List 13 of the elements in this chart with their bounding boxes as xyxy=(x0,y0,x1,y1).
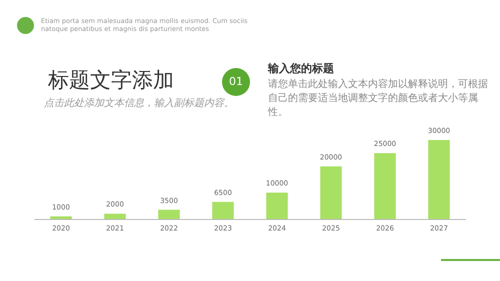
bar xyxy=(158,210,180,219)
chart-subtitle: 点击此处添加文本信息，输入副标题内容。 xyxy=(44,96,234,110)
bar xyxy=(374,153,396,219)
bar xyxy=(266,192,288,219)
text: 输入您的标题 xyxy=(268,61,334,76)
bar xyxy=(212,202,234,219)
text: 01 xyxy=(222,68,250,96)
bar xyxy=(104,214,126,219)
text: 请您单击此处输入文本内容加以解释说明，可根据自己的需要适当地调整文字的颜色或者大小等属性。 xyxy=(268,78,489,120)
bar xyxy=(50,216,72,219)
bar xyxy=(428,140,450,219)
bar xyxy=(320,166,342,219)
chart-title: 标题文字添加 xyxy=(48,67,174,94)
